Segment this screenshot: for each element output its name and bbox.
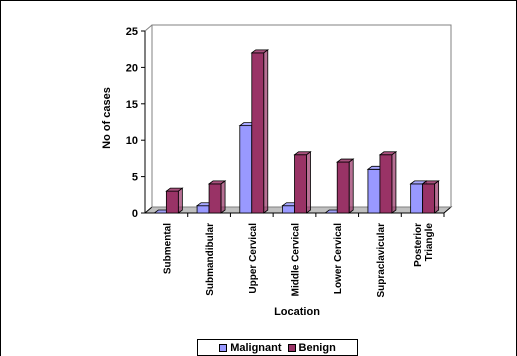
- bar-side-benign: [434, 180, 440, 214]
- x-tick-label: Submental: [162, 223, 173, 274]
- bar-side-benign: [348, 158, 354, 214]
- x-tick-label: Posterior Triangle: [413, 223, 435, 267]
- x-tick-label: Upper Cervical: [248, 223, 259, 294]
- bar-benign: [294, 154, 307, 214]
- bar-malignant: [239, 125, 253, 214]
- x-tick-label: Submandibular: [205, 223, 216, 296]
- bar-benign: [208, 183, 222, 214]
- bar-malignant: [196, 205, 210, 214]
- bar-side-benign: [177, 187, 183, 214]
- bar-benign: [422, 183, 436, 214]
- x-tick-label-line: Submental: [162, 223, 173, 274]
- x-tick-label-line: Submandibular: [205, 223, 216, 296]
- y-tick-label: 0: [132, 208, 138, 220]
- y-tick-label: 10: [126, 135, 138, 147]
- legend-item-benign: Benign: [287, 341, 336, 354]
- bar-benign: [251, 52, 265, 214]
- bars: [153, 49, 440, 214]
- bar-malignant: [282, 205, 295, 214]
- bar-side-benign: [306, 150, 311, 214]
- bar-benign: [379, 154, 393, 214]
- bar-side-benign: [263, 49, 269, 214]
- bar-benign: [336, 161, 350, 214]
- x-tick-label-line: Posterior: [413, 223, 424, 267]
- x-tick-label: Lower Cervical: [333, 223, 344, 294]
- y-axis-label: No of cases: [101, 87, 113, 149]
- bar-benign: [165, 190, 179, 214]
- legend-item-malignant: Malignant: [219, 341, 282, 354]
- legend-label-benign: Benign: [298, 341, 336, 354]
- bar-malignant: [410, 183, 424, 214]
- y-tick-label: 25: [126, 26, 138, 38]
- labels: Submental Submandibular Upper Cervical Midd…: [162, 223, 435, 298]
- x-tick-label: Middle Cervical: [291, 223, 302, 297]
- x-tick-label-line: Middle Cervical: [291, 223, 302, 297]
- bar-malignant: [367, 168, 381, 214]
- legend-swatch-malignant: [219, 343, 228, 352]
- bar-side-benign: [391, 150, 397, 214]
- x-tick-label-line: Supraclavicular: [376, 223, 387, 298]
- legend-swatch-benign: [287, 343, 296, 352]
- x-tick-label-line: Upper Cervical: [248, 223, 259, 294]
- y-tick-label: 15: [126, 99, 138, 111]
- legend: Malignant Benign: [197, 339, 358, 356]
- y-tick-label: 20: [126, 62, 138, 74]
- x-tick-label: Supraclavicular: [376, 223, 387, 298]
- x-axis-label: Location: [274, 306, 320, 318]
- y-tick-label: 5: [132, 172, 138, 184]
- bar-side-benign: [220, 180, 226, 214]
- legend-label-malignant: Malignant: [230, 341, 282, 354]
- x-tick-label-line: Triangle: [424, 223, 435, 262]
- x-tick-label-line: Lower Cervical: [333, 223, 344, 294]
- side-wall-top-edge: [144, 24, 153, 32]
